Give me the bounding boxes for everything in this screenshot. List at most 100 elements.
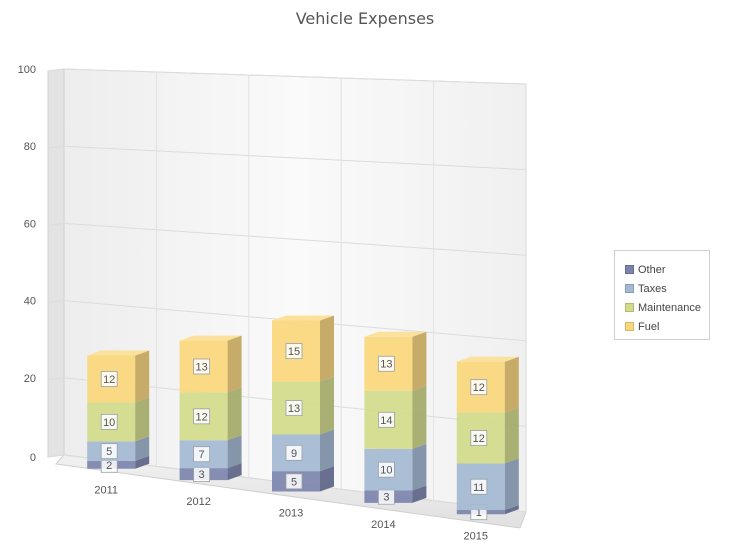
bar-side — [412, 443, 427, 491]
legend-swatch-taxes — [625, 284, 634, 293]
bar-segment: 2 — [87, 455, 150, 473]
data-label: 5 — [106, 446, 112, 458]
grid-line-side — [47, 145, 65, 149]
data-label: 10 — [103, 417, 115, 429]
data-label: 3 — [383, 492, 389, 504]
x-tick-label: 2013 — [279, 508, 303, 520]
data-label: 13 — [195, 361, 207, 373]
legend-label-maintenance: Maintenance — [638, 301, 701, 314]
legend-swatch-fuel — [625, 322, 634, 331]
legend-item-fuel[interactable]: Fuel — [625, 317, 709, 336]
bar-top — [364, 331, 427, 337]
legend: Other Taxes Maintenance Fuel — [614, 250, 710, 340]
data-label: 14 — [380, 415, 392, 427]
data-label: 10 — [380, 465, 392, 477]
bar-side — [504, 458, 519, 511]
data-label-box — [377, 355, 395, 372]
grid-line — [63, 145, 527, 171]
bar-segment: 12 — [456, 356, 519, 413]
data-label: 13 — [288, 403, 300, 415]
data-label-box — [193, 408, 211, 425]
legend-item-other[interactable]: Other — [625, 260, 709, 279]
bar-segment: 12 — [87, 350, 150, 403]
data-label-box — [285, 473, 303, 490]
bar-side — [227, 463, 242, 481]
grid-line — [63, 68, 527, 85]
bar-side — [504, 407, 519, 464]
y-tick-label: 80 — [24, 141, 36, 153]
data-label-box — [285, 343, 303, 359]
data-label-box — [193, 358, 211, 375]
data-label: 12 — [103, 374, 115, 386]
data-label: 12 — [195, 411, 207, 423]
bar-side — [320, 466, 334, 492]
bar-side — [227, 335, 242, 393]
data-label-box — [470, 430, 488, 446]
bar-segment: 13 — [272, 376, 334, 435]
data-label-box — [470, 478, 488, 495]
bar-top — [456, 356, 519, 362]
legend-label-taxes: Taxes — [638, 282, 667, 295]
bar-segment: 12 — [179, 387, 242, 441]
bar-segment: 10 — [87, 397, 150, 442]
legend-label-other: Other — [638, 263, 666, 276]
chart-title: Vehicle Expenses — [295, 9, 435, 28]
grid-line-side — [47, 222, 65, 226]
bar-side — [135, 436, 150, 461]
bar-top — [87, 350, 150, 356]
y-axis: 0 20 40 60 80 100 — [18, 64, 36, 464]
data-label: 11 — [473, 482, 484, 494]
y-tick-label: 100 — [18, 64, 36, 76]
bar-segment: 7 — [179, 435, 242, 469]
bar-segment: 10 — [364, 443, 427, 491]
bar-side — [227, 387, 242, 441]
data-label-box — [100, 371, 118, 387]
bar-segment: 3 — [364, 485, 427, 505]
bar-side — [412, 485, 427, 503]
legend-swatch-maintenance — [625, 303, 634, 312]
legend-item-taxes[interactable]: Taxes — [625, 279, 709, 298]
y-tick-label: 0 — [30, 452, 36, 464]
bar-side — [135, 455, 150, 469]
bar-side — [135, 397, 150, 442]
y-tick-label: 60 — [24, 218, 36, 230]
legend-swatch-other — [625, 265, 634, 274]
y-tick-label: 40 — [24, 296, 36, 308]
bar-side — [504, 505, 519, 515]
side-wall — [47, 68, 65, 458]
bar-segment: 14 — [364, 385, 427, 449]
data-label: 7 — [199, 449, 205, 461]
bar-side — [227, 435, 242, 469]
data-label: 12 — [473, 382, 485, 394]
bar-side — [412, 331, 427, 391]
data-label: 15 — [288, 346, 300, 358]
bar-top — [272, 315, 334, 321]
bar-segment: 5 — [87, 436, 150, 461]
x-axis: 2011 2012 2013 2014 2015 — [94, 485, 488, 543]
bar-segment: 13 — [179, 335, 242, 393]
data-label: 3 — [199, 469, 205, 481]
x-tick-label: 2015 — [464, 530, 488, 542]
bar-segment: 13 — [364, 331, 427, 391]
bar-side — [320, 429, 334, 472]
x-tick-label: 2011 — [94, 485, 118, 497]
data-label: 2 — [106, 460, 112, 472]
bar-side — [412, 385, 427, 449]
bar-segment: 15 — [272, 315, 334, 382]
bar-segment: 12 — [456, 407, 519, 464]
data-label-box — [285, 444, 303, 461]
bar-side — [504, 356, 519, 413]
y-tick-label: 20 — [24, 373, 36, 385]
x-tick-label: 2014 — [371, 519, 395, 531]
bar-side — [135, 350, 150, 403]
legend-label-fuel: Fuel — [638, 320, 660, 333]
data-label: 13 — [380, 359, 392, 371]
grid-line-side — [47, 377, 65, 381]
legend-item-maintenance[interactable]: Maintenance — [625, 298, 709, 317]
bar-segment: 5 — [272, 466, 334, 492]
bar-side — [320, 315, 334, 382]
grid-line — [63, 222, 527, 256]
bar-segment: 9 — [272, 429, 334, 472]
